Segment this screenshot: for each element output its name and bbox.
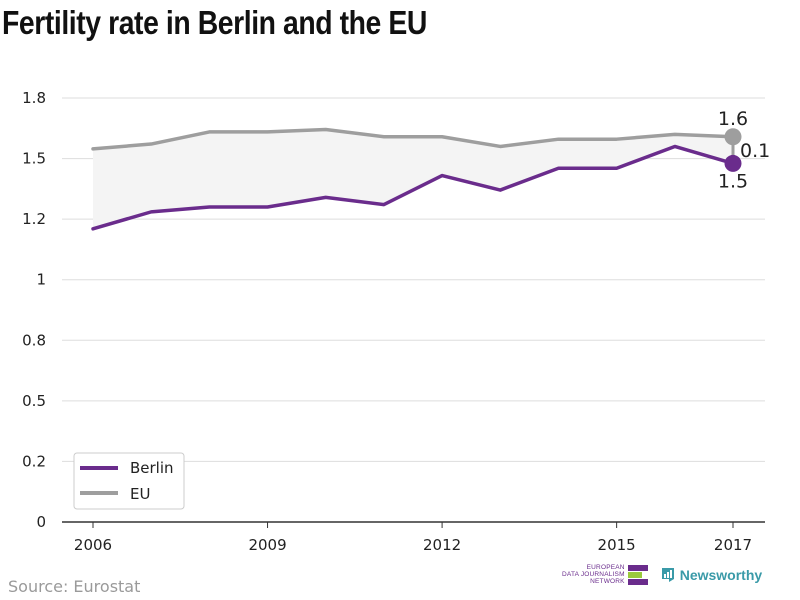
legend: Berlin EU (73, 452, 185, 510)
newsworthy-icon (661, 567, 674, 582)
edjn-logo-text: EUROPEAN DATA JOURNALISM NETWORK (562, 564, 625, 585)
end-label-layer: 1.6 1.5 0.1 (718, 108, 770, 193)
y-tick-label: 1.5 (22, 150, 46, 168)
end-label-difference: 0.1 (740, 140, 770, 162)
newsworthy-logo: Newsworthy (660, 567, 762, 583)
source-note: Source: Eurostat (8, 577, 141, 596)
x-tick-label: 2009 (248, 536, 286, 554)
edjn-logo: EUROPEAN DATA JOURNALISM NETWORK (562, 564, 648, 585)
y-tick-label: 1.8 (22, 89, 46, 107)
edjn-line-1: EUROPEAN (586, 564, 625, 571)
y-tick-label: 1 (36, 271, 46, 289)
y-tick-label: 1.2 (22, 210, 46, 228)
newsworthy-logo-text: Newsworthy (679, 566, 763, 583)
y-tick-label: 0.2 (22, 452, 46, 470)
y-tick-label: 0.8 (22, 331, 46, 349)
edjn-line-2: DATA JOURNALISM (562, 571, 625, 578)
logos: EUROPEAN DATA JOURNALISM NETWORK Newswor… (562, 564, 762, 585)
end-label-berlin: 1.5 (718, 170, 748, 192)
axis-layer: 0 0.2 0.5 0.8 1 1.2 1.5 1.8 2006 2009 2012 2015 2017 (22, 89, 765, 554)
end-label-eu: 1.6 (718, 108, 748, 130)
end-marker-berlin (724, 154, 742, 172)
gap-band (93, 129, 733, 229)
chart-title: Fertility rate in Berlin and the EU (2, 4, 427, 41)
series-line-eu (91, 127, 735, 151)
x-tick-label: 2012 (423, 536, 461, 554)
edjn-bars-icon (627, 564, 648, 585)
series-layer (91, 127, 735, 231)
legend-label-berlin: Berlin (130, 459, 174, 477)
series-line-berlin (91, 144, 735, 231)
legend-label-eu: EU (130, 485, 150, 503)
y-tick-label: 0.5 (22, 392, 46, 410)
edjn-line-3: NETWORK (590, 578, 625, 585)
x-tick-label: 2017 (714, 536, 752, 554)
x-tick-label: 2015 (598, 536, 636, 554)
end-marker-eu (724, 128, 742, 146)
y-tick-label: 0 (36, 513, 46, 531)
x-tick-label: 2006 (74, 536, 112, 554)
